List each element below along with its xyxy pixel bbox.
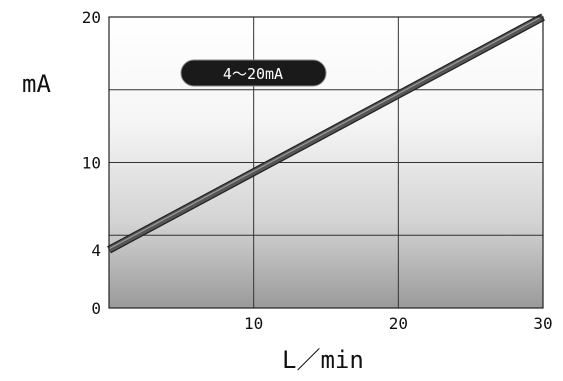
y-tick-label-10: 10 bbox=[82, 154, 101, 173]
plot-frame bbox=[108, 16, 544, 309]
series-line-highlight-0 bbox=[108, 15, 544, 250]
y-axis-label: mA bbox=[22, 70, 51, 98]
y-tick-labels: 0 4 10 20 bbox=[82, 8, 101, 318]
annotation-badge: 4～20mA bbox=[180, 59, 327, 87]
annotation-badge-text: 4～20mA bbox=[223, 65, 283, 83]
x-axis-label: L／min bbox=[282, 346, 364, 374]
y-tick-label-20: 20 bbox=[82, 8, 101, 27]
series-line-0 bbox=[107, 14, 545, 253]
annotation-badge-bg bbox=[180, 59, 327, 87]
x-tick-labels: 10 20 30 bbox=[244, 314, 553, 333]
x-tick-label-20: 20 bbox=[389, 314, 408, 333]
x-tick-label-30: 30 bbox=[533, 314, 552, 333]
x-tick-label-10: 10 bbox=[244, 314, 263, 333]
y-tick-label-0: 0 bbox=[91, 299, 101, 318]
y-tick-label-4: 4 bbox=[91, 241, 101, 260]
data-series bbox=[107, 13, 545, 254]
